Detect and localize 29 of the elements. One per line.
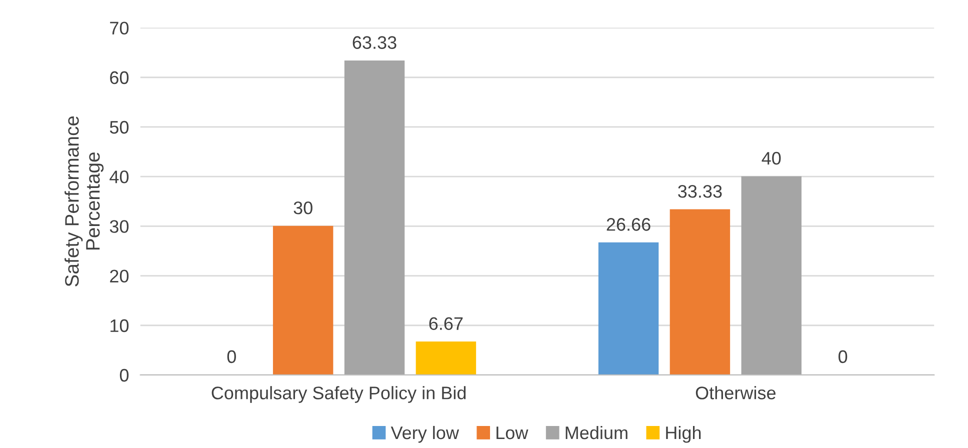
bar — [741, 176, 802, 375]
data-label: 26.66 — [606, 218, 650, 231]
legend-label: High — [666, 426, 701, 443]
y-tick-label: 70 — [110, 22, 129, 34]
legend-label: Low — [496, 426, 528, 440]
bar — [598, 242, 659, 375]
legend-label: Medium — [566, 426, 628, 440]
bar — [670, 209, 730, 375]
data-label: 33.33 — [678, 184, 722, 198]
y-tick-label: 60 — [110, 71, 129, 84]
y-tick-label: 50 — [110, 120, 129, 134]
data-label: 63.33 — [352, 36, 396, 49]
y-tick-label: 0 — [120, 368, 129, 382]
data-label: 0 — [227, 350, 236, 364]
y-tick-label: 10 — [110, 319, 129, 332]
legend-label: Very low — [390, 426, 460, 443]
y-tick-label: 20 — [110, 270, 129, 282]
data-label: 40 — [762, 152, 781, 165]
bar — [416, 342, 476, 375]
y-axis-title: Safety Performance Percentage — [64, 116, 104, 286]
data-label: 30 — [294, 201, 312, 214]
y-tick-label: 30 — [110, 220, 129, 233]
y-tick-label: 40 — [110, 170, 129, 184]
x-tick-label: Otherwise — [696, 386, 776, 400]
x-tick-label: Compulsary Safety Policy in Bid — [212, 386, 466, 403]
data-label: 0 — [838, 350, 848, 364]
data-label: 6.67 — [429, 317, 463, 330]
bar — [344, 60, 405, 375]
bar — [272, 226, 334, 375]
